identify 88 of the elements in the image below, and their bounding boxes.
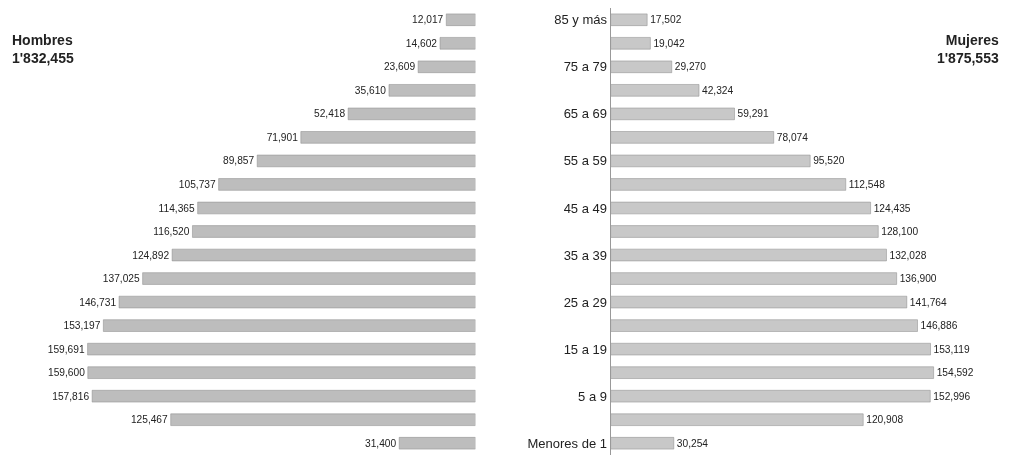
bar	[610, 413, 864, 426]
data-label: 137,025	[102, 273, 140, 285]
text: Mujeres 1'875,553	[937, 32, 999, 67]
bar	[610, 366, 934, 379]
data-label: 52,418	[313, 108, 346, 120]
bar	[300, 131, 476, 144]
bar	[142, 272, 476, 285]
bar	[388, 84, 476, 97]
bar	[87, 366, 476, 379]
data-label: 159,691	[47, 343, 85, 355]
bar	[610, 390, 931, 403]
bar	[610, 437, 675, 450]
data-label: 146,731	[79, 296, 117, 308]
bar	[398, 437, 476, 450]
y-tick-label: 5 a 9	[578, 388, 607, 404]
data-label: 116,520	[153, 226, 190, 238]
bar	[610, 343, 931, 356]
bar	[610, 84, 700, 97]
bar	[417, 60, 476, 73]
data-label: 124,892	[132, 249, 170, 261]
data-label: 120,908	[866, 414, 904, 426]
data-label: 105,737	[178, 178, 216, 190]
bar	[103, 319, 476, 332]
data-label: 95,520	[813, 155, 845, 167]
data-label: 17,502	[650, 14, 682, 26]
bar	[446, 13, 476, 26]
bar	[610, 154, 811, 168]
data-label: 29,270	[674, 61, 707, 73]
y-tick-label: 75 a 79	[563, 59, 607, 75]
bar	[87, 343, 476, 356]
bar	[610, 13, 648, 26]
bar	[197, 201, 476, 215]
data-label: 141,764	[909, 296, 947, 308]
data-label: 114,365	[158, 202, 195, 214]
bar	[610, 201, 871, 215]
y-tick-label: Menores de 1	[527, 435, 607, 451]
y-tick-label: 45 a 49	[563, 200, 607, 216]
data-label: 23,609	[383, 61, 416, 73]
data-label: 136,900	[899, 273, 937, 285]
bar	[118, 295, 476, 309]
y-tick-label: 85 y más	[554, 12, 608, 28]
bar	[218, 178, 476, 191]
bar	[439, 37, 476, 50]
bar	[610, 37, 651, 50]
data-label: 153,119	[933, 343, 970, 355]
data-label: 59,291	[737, 108, 769, 120]
data-label: 31,400	[365, 437, 397, 449]
data-label: 153,197	[63, 320, 101, 332]
data-label: 71,901	[266, 131, 299, 143]
y-tick-label: 65 a 69	[563, 106, 607, 122]
data-label: 152,996	[933, 390, 971, 402]
data-label: 14,602	[405, 37, 438, 49]
bar	[170, 413, 476, 426]
y-tick-label: 15 a 19	[563, 341, 607, 357]
data-label: 89,857	[223, 155, 255, 167]
data-label: 157,816	[52, 390, 90, 402]
data-label: 42,324	[702, 84, 734, 96]
bar	[610, 272, 897, 285]
bar	[610, 225, 879, 238]
y-tick-label: 35 a 39	[563, 247, 607, 263]
data-label: 78,074	[776, 131, 809, 143]
bar	[256, 154, 476, 168]
bar	[610, 319, 918, 332]
data-label: 112,548	[848, 178, 886, 190]
bar	[192, 225, 476, 238]
bar	[610, 178, 847, 191]
y-tick-label: 55 a 59	[563, 153, 607, 169]
data-label: 146,886	[920, 320, 958, 332]
bar	[610, 131, 774, 144]
data-label: 30,254	[676, 437, 709, 449]
data-label: 125,467	[130, 414, 169, 426]
bar	[610, 60, 673, 73]
bar	[171, 248, 476, 262]
data-label: 124,435	[873, 202, 911, 214]
bar	[610, 295, 908, 309]
bar	[91, 390, 476, 403]
data-label: 128,100	[881, 226, 919, 238]
data-label: 35,610	[354, 84, 387, 96]
data-label: 154,592	[936, 367, 974, 379]
bar	[610, 248, 887, 262]
bar	[610, 107, 735, 120]
bar	[347, 107, 476, 120]
data-label: 159,600	[47, 367, 86, 379]
y-tick-label: 25 a 29	[563, 294, 607, 310]
data-label: 12,017	[412, 14, 444, 26]
data-label: 132,028	[889, 249, 927, 261]
data-label: 19,042	[653, 37, 685, 49]
text: Hombres 1'832,455	[12, 32, 74, 67]
